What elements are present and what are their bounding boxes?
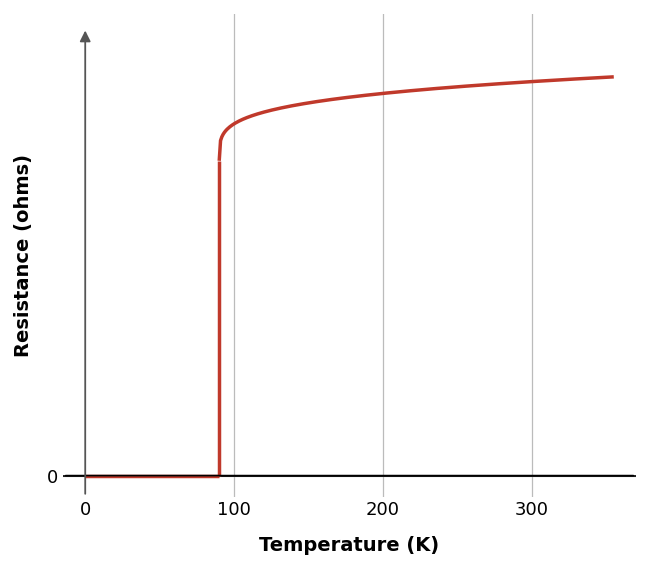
Y-axis label: Resistance (ohms): Resistance (ohms) (14, 154, 33, 357)
X-axis label: Temperature (K): Temperature (K) (259, 536, 439, 555)
